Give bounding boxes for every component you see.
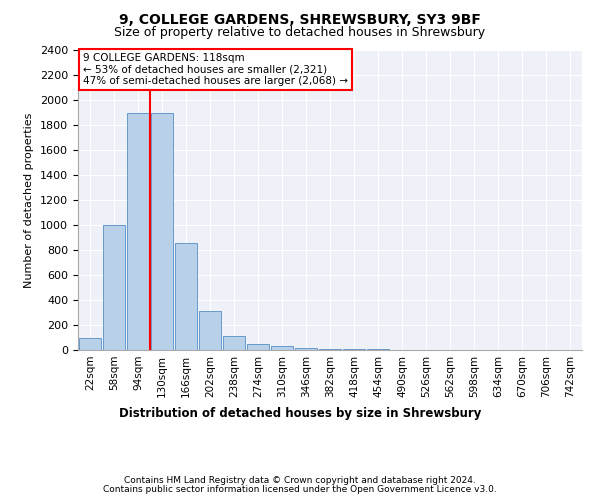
Bar: [175, 242, 197, 350]
Bar: [103, 225, 125, 350]
Y-axis label: Number of detached properties: Number of detached properties: [25, 112, 34, 288]
Bar: [79, 338, 101, 350]
Bar: [295, 348, 317, 350]
Bar: [151, 112, 173, 350]
Text: Contains HM Land Registry data © Crown copyright and database right 2024.: Contains HM Land Registry data © Crown c…: [124, 476, 476, 485]
Text: Distribution of detached houses by size in Shrewsbury: Distribution of detached houses by size …: [119, 408, 481, 420]
Bar: [199, 311, 221, 350]
Bar: [127, 112, 149, 350]
Text: 9 COLLEGE GARDENS: 118sqm
← 53% of detached houses are smaller (2,321)
47% of se: 9 COLLEGE GARDENS: 118sqm ← 53% of detac…: [83, 53, 348, 86]
Text: Contains public sector information licensed under the Open Government Licence v3: Contains public sector information licen…: [103, 485, 497, 494]
Text: Size of property relative to detached houses in Shrewsbury: Size of property relative to detached ho…: [115, 26, 485, 39]
Bar: [247, 344, 269, 350]
Text: 9, COLLEGE GARDENS, SHREWSBURY, SY3 9BF: 9, COLLEGE GARDENS, SHREWSBURY, SY3 9BF: [119, 12, 481, 26]
Bar: [343, 349, 365, 350]
Bar: [271, 346, 293, 350]
Bar: [223, 336, 245, 350]
Bar: [319, 349, 341, 350]
